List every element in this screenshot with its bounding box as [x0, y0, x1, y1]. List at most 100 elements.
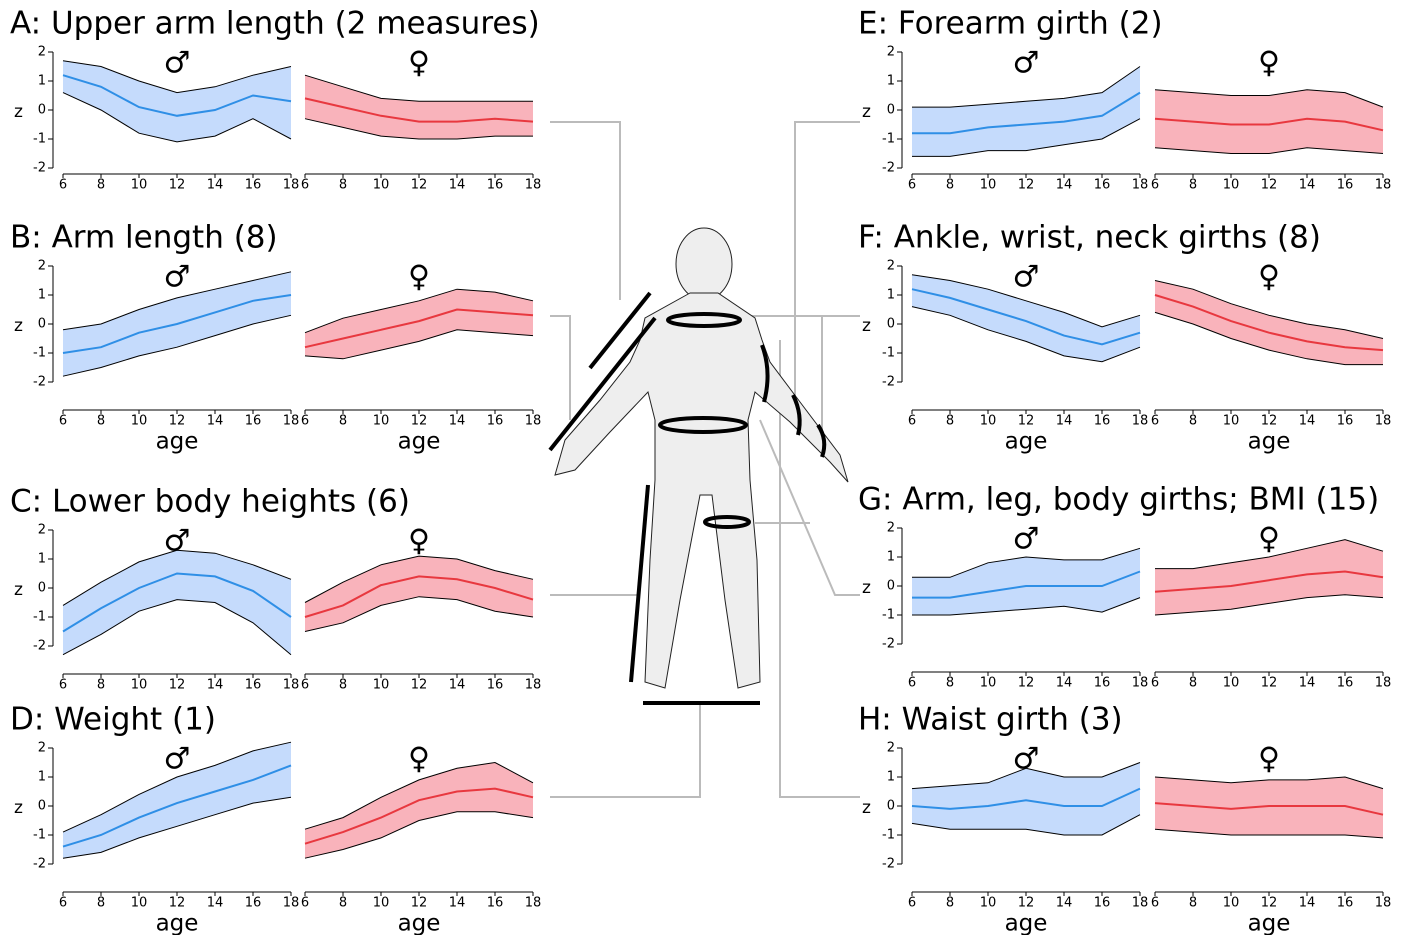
y-tick-label: -2: [33, 857, 46, 872]
band-lower: [911, 306, 1141, 363]
x-tick-label: 12: [169, 678, 186, 693]
head: [675, 227, 733, 301]
x-tick-label: 16: [245, 178, 262, 193]
x-tick-label: 6: [301, 414, 309, 429]
x-tick-label: 14: [1056, 676, 1073, 691]
y-tick-label: -1: [882, 132, 895, 147]
mean-line: [62, 294, 292, 354]
y-tick-label: 2: [887, 521, 895, 536]
x-tick-label: 10: [131, 414, 148, 429]
x-tick-label: 6: [1151, 676, 1159, 691]
x-tick-label: 8: [339, 678, 347, 693]
sex-symbol: ♀: [408, 46, 430, 81]
sex-symbol: ♀: [1258, 46, 1280, 81]
x-tick-label: 8: [946, 178, 954, 193]
x-tick-label: 10: [1223, 676, 1240, 691]
measure-line: [548, 316, 657, 452]
y-axis-label: z: [14, 798, 23, 818]
x-tick-label: 10: [980, 896, 997, 911]
measure-line: [588, 291, 652, 370]
sex-symbol: ♀: [1258, 260, 1280, 295]
y-tick-label: 0: [887, 579, 895, 594]
x-tick-label: 16: [1337, 178, 1354, 193]
y-axis-label: z: [14, 316, 23, 336]
x-tick-label: 12: [411, 178, 428, 193]
x-tick-label: 12: [169, 896, 186, 911]
sex-symbol: ♂: [1013, 742, 1040, 777]
connector: [550, 121, 621, 300]
y-tick-label: 2: [38, 741, 46, 756]
band-lower: [62, 599, 292, 656]
x-tick-label: 12: [169, 178, 186, 193]
x-tick-label: 18: [525, 178, 542, 193]
y-tick-label: 1: [38, 74, 46, 89]
x-tick-label: 16: [1094, 414, 1111, 429]
band-lower: [62, 796, 292, 859]
mean-line: [62, 74, 292, 117]
x-tick-label: 6: [908, 676, 916, 691]
band-lower: [304, 329, 534, 360]
x-tick-label: 6: [301, 896, 309, 911]
x-tick-label: 16: [245, 896, 262, 911]
x-tick-label: 16: [245, 678, 262, 693]
x-tick-label: 16: [1094, 896, 1111, 911]
band-lower: [62, 314, 292, 377]
y-tick-label: -2: [882, 161, 895, 176]
panel-title: D: Weight (1): [10, 702, 216, 738]
x-tick-label: 18: [1132, 178, 1149, 193]
y-tick-label: -1: [33, 610, 46, 625]
y-axis-label: z: [862, 578, 871, 598]
x-tick-label: 14: [1299, 178, 1316, 193]
x-tick-label: 8: [1189, 178, 1197, 193]
sex-symbol: ♀: [408, 742, 430, 777]
x-tick-label: 6: [59, 896, 67, 911]
x-tick-label: 10: [373, 896, 390, 911]
x-tick-label: 14: [1056, 178, 1073, 193]
panel-title: G: Arm, leg, body girths; BMI (15): [858, 482, 1379, 518]
x-tick-label: 10: [1223, 896, 1240, 911]
sex-symbol: ♂: [1013, 260, 1040, 295]
band-lower: [304, 596, 534, 632]
x-tick-label: 6: [908, 178, 916, 193]
sex-symbol: ♂: [164, 524, 191, 559]
connector: [550, 315, 571, 420]
x-tick-label: 8: [1189, 896, 1197, 911]
x-tick-label: 6: [301, 678, 309, 693]
measure-ring: [658, 416, 748, 434]
y-tick-label: -1: [882, 608, 895, 623]
band-lower: [62, 92, 292, 143]
band-upper: [304, 555, 534, 603]
band-lower: [1154, 828, 1384, 839]
y-tick-label: 0: [38, 581, 46, 596]
x-tick-label: 6: [59, 178, 67, 193]
x-tick-label: 6: [908, 414, 916, 429]
y-tick-label: 0: [38, 799, 46, 814]
x-tick-label: 6: [908, 896, 916, 911]
band-upper: [304, 74, 533, 102]
x-tick-label: 8: [97, 414, 105, 429]
panel-title: H: Waist girth (3): [858, 702, 1123, 738]
mean-line: [304, 308, 534, 349]
x-tick-label: 14: [1056, 414, 1073, 429]
sex-symbol: ♀: [1258, 522, 1280, 557]
y-tick-label: 2: [887, 45, 895, 60]
measure-ring: [816, 423, 827, 458]
body-figure: [554, 227, 849, 689]
x-tick-label: 14: [449, 678, 466, 693]
connector: [794, 121, 860, 400]
band: [305, 75, 533, 139]
x-tick-label: 14: [449, 178, 466, 193]
measure-ring: [703, 515, 751, 529]
x-tick-label: 8: [946, 414, 954, 429]
panel-title: C: Lower body heights (6): [10, 484, 410, 520]
x-axis-label: age: [1005, 429, 1048, 455]
x-axis-label: age: [156, 911, 199, 935]
x-tick-label: 18: [1132, 676, 1149, 691]
y-tick-label: -2: [33, 639, 46, 654]
band: [912, 548, 1140, 615]
band: [305, 556, 533, 632]
x-tick-label: 6: [59, 414, 67, 429]
y-tick-label: -1: [882, 828, 895, 843]
band: [305, 762, 533, 859]
x-tick-label: 6: [1151, 414, 1159, 429]
